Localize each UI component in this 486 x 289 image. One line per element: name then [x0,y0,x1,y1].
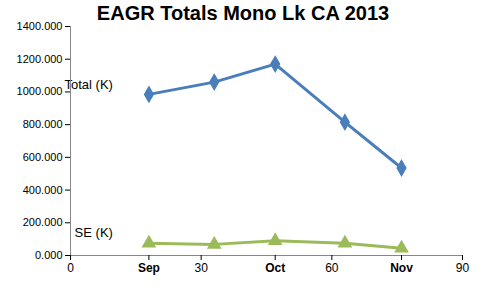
svg-text:Oct: Oct [265,261,285,275]
svg-text:Sep: Sep [138,261,160,275]
svg-text:SE (K): SE (K) [75,225,113,240]
svg-text:Total (K): Total (K) [64,77,112,92]
svg-text:0.000: 0.000 [35,249,63,261]
svg-text:90: 90 [456,261,470,275]
svg-text:1400.000: 1400.000 [17,20,63,32]
svg-text:800.000: 800.000 [23,118,63,130]
svg-text:200.000: 200.000 [23,216,63,228]
svg-text:1200.000: 1200.000 [17,53,63,65]
svg-text:400.000: 400.000 [23,184,63,196]
svg-text:30: 30 [194,261,208,275]
svg-text:60: 60 [325,261,339,275]
svg-text:600.000: 600.000 [23,151,63,163]
svg-text:Nov: Nov [390,261,413,275]
svg-text:1000.000: 1000.000 [17,85,63,97]
svg-text:0: 0 [67,261,74,275]
html-text:EAGR Totals Mono Lk CA 2013: EAGR Totals Mono Lk CA 2013 [96,2,390,24]
